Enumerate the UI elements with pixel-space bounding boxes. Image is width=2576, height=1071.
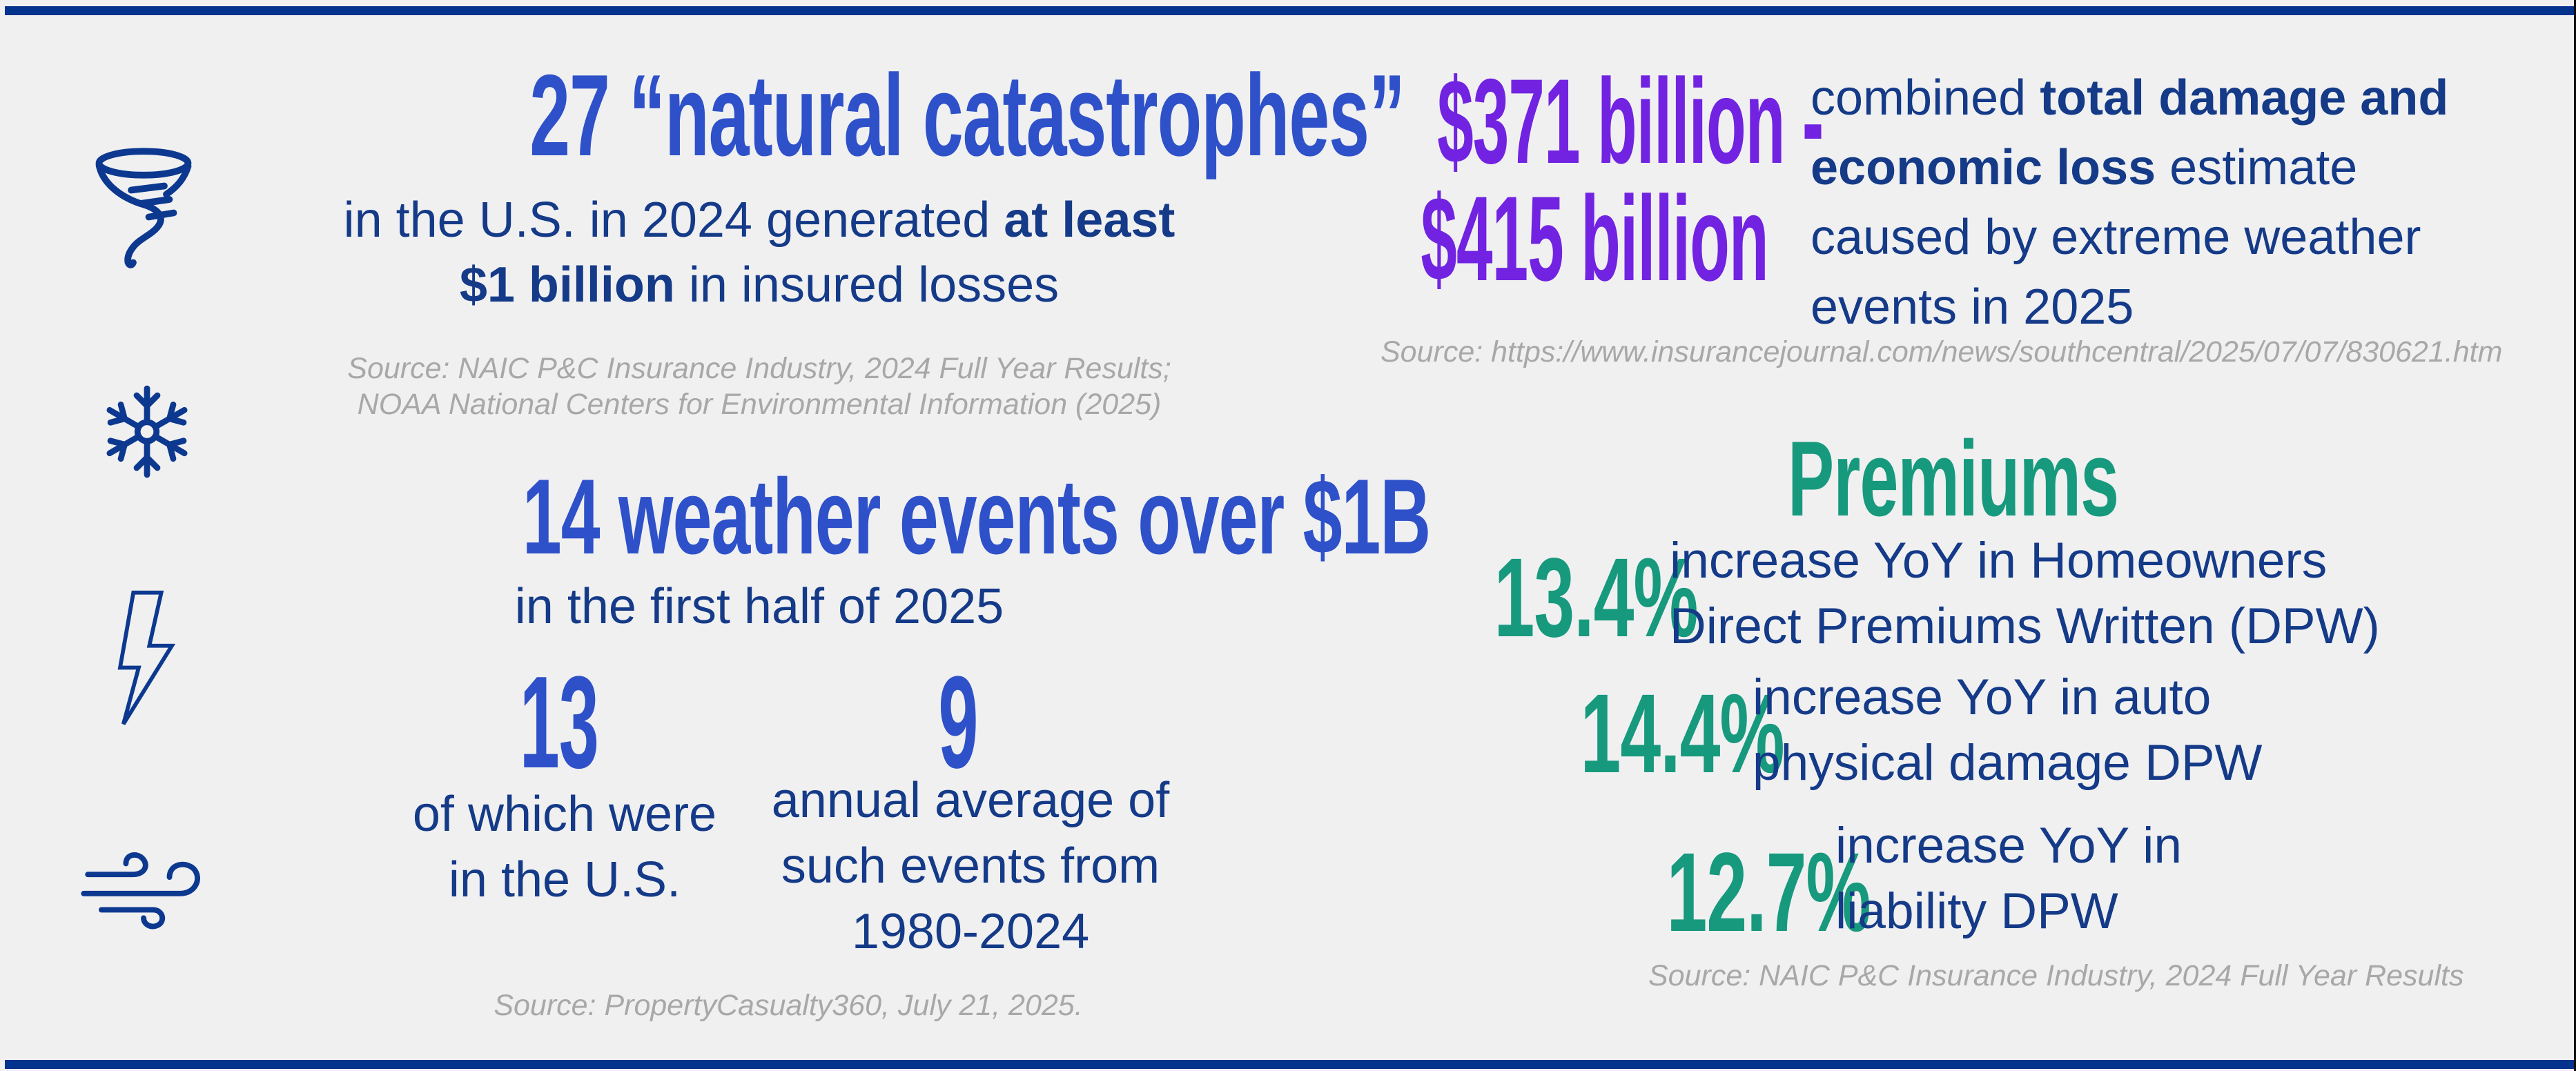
stat-label-us: of which were in the U.S. [358, 782, 772, 913]
stat-label-line: increase YoY in [1835, 818, 2182, 874]
damage-range-description: combined total damage and economic loss … [1811, 63, 2501, 342]
stat-label-line: Direct Premiums Written (DPW) [1670, 598, 2380, 654]
stat-label-line: such events from [781, 838, 1160, 894]
premium-stat-label-liability: increase YoY in liability DPW [1835, 813, 2182, 944]
wind-gust-icon [78, 836, 215, 932]
stat-label-line: 1980-2024 [851, 904, 1090, 959]
stat-value-9: 9 [938, 649, 978, 796]
premium-stat-label-homeowners: increase YoY in Homeowners Direct Premiu… [1670, 528, 2380, 659]
right-edge-border [2574, 0, 2576, 1071]
headline-natural-catastrophes: 27 “natural catastrophes” [529, 50, 1405, 180]
premium-stat-value-auto: 14.4% [1580, 670, 1784, 796]
stat-label-line: increase YoY in Homeowners [1670, 533, 2328, 589]
tornado-icon [90, 147, 204, 273]
stat-label-line: of which were [412, 787, 717, 842]
stat-label-line: liability DPW [1835, 883, 2118, 939]
premiums-title: Premiums [1788, 419, 2119, 538]
desc-line3: caused by extreme weather [1811, 210, 2421, 265]
subtext-line2: $1 billion in insured losses [459, 257, 1060, 313]
top-divider-bar [5, 6, 2576, 15]
premium-stat-value-liability: 12.7% [1666, 829, 1871, 955]
stat-label-line: physical damage DPW [1753, 735, 2263, 791]
stat-value-13: 13 [519, 649, 599, 796]
damage-range-value: $371 billion - $415 billion [1421, 55, 1824, 306]
headline-14-weather-events: 14 weather events over $1B [522, 457, 1431, 576]
subtext-insured-losses: in the U.S. in 2024 generated at least $… [276, 188, 1242, 317]
lightning-bolt-icon [113, 589, 179, 728]
source-line: NOAA National Centers for Environmental … [357, 388, 1162, 421]
desc-line1: combined total damage and [1811, 70, 2449, 126]
subtext-first-half-2025: in the first half of 2025 [514, 579, 1004, 634]
source-naic-noaa: Source: NAIC P&C Insurance Industry, 202… [276, 351, 1242, 422]
stat-label-annual-average: annual average of such events from 1980-… [763, 768, 1178, 965]
desc-line4: events in 2025 [1811, 279, 2134, 335]
source-line: Source: NAIC P&C Insurance Industry, 202… [347, 352, 1171, 385]
source-propertycasualty360: Source: PropertyCasualty360, July 21, 20… [494, 989, 1083, 1022]
stat-label-line: increase YoY in auto [1753, 669, 2212, 725]
stat-label-line: annual average of [771, 773, 1170, 828]
source-naic-full-year: Source: NAIC P&C Insurance Industry, 202… [1648, 959, 2464, 992]
premium-stat-value-homeowners: 13.4% [1494, 534, 1698, 660]
desc-line2: economic loss estimate [1811, 140, 2358, 195]
snowflake-icon [95, 375, 199, 489]
source-insurancejournal-url: Source: https://www.insurancejournal.com… [1380, 335, 2503, 369]
subtext-line1: in the U.S. in 2024 generated at least [343, 193, 1175, 248]
bottom-divider-bar [5, 1060, 2576, 1069]
premium-stat-label-auto: increase YoY in auto physical damage DPW [1753, 665, 2262, 796]
stat-label-line: in the U.S. [448, 852, 681, 907]
